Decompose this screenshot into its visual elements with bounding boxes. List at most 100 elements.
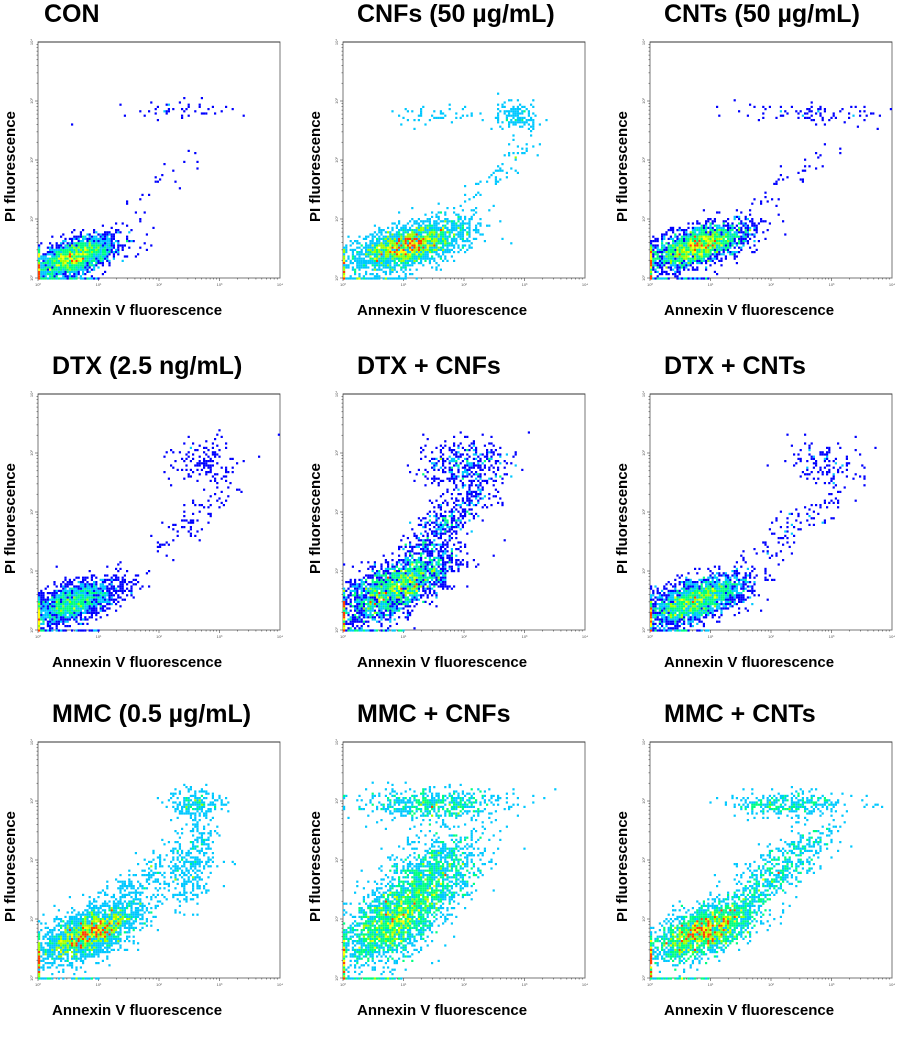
data-point xyxy=(343,258,345,260)
data-point xyxy=(424,583,426,585)
data-point xyxy=(692,244,694,246)
data-point xyxy=(444,227,446,229)
data-point xyxy=(97,253,99,255)
data-point xyxy=(396,610,398,612)
data-point xyxy=(429,229,431,231)
data-point xyxy=(40,596,42,598)
data-point xyxy=(380,601,382,603)
data-point xyxy=(199,104,201,106)
data-point xyxy=(690,242,692,244)
data-point xyxy=(100,588,102,590)
data-point xyxy=(413,128,415,130)
data-point xyxy=(49,618,51,620)
data-point xyxy=(740,229,742,231)
data-point xyxy=(435,269,437,271)
data-point xyxy=(460,233,462,235)
data-point xyxy=(654,271,656,273)
data-point xyxy=(723,244,725,246)
data-point xyxy=(86,594,88,596)
data-point xyxy=(833,112,835,114)
data-point xyxy=(168,110,170,112)
data-point xyxy=(508,112,510,114)
data-point xyxy=(405,592,407,594)
data-point xyxy=(108,592,110,594)
data-point xyxy=(47,269,49,271)
data-point xyxy=(402,583,404,585)
data-point xyxy=(128,581,130,583)
data-point xyxy=(398,581,400,583)
data-point xyxy=(210,495,212,497)
data-point xyxy=(40,242,42,244)
data-point xyxy=(376,233,378,235)
data-point xyxy=(449,568,451,570)
data-point xyxy=(504,539,506,541)
data-point xyxy=(93,249,95,251)
data-point xyxy=(512,110,514,112)
data-point xyxy=(69,253,71,255)
data-point xyxy=(508,126,510,128)
data-point xyxy=(139,110,141,112)
data-point xyxy=(813,119,815,121)
data-point xyxy=(679,253,681,255)
data-point xyxy=(56,594,58,596)
data-point xyxy=(102,233,104,235)
data-point xyxy=(67,612,69,614)
data-point xyxy=(354,588,356,590)
data-point xyxy=(440,255,442,257)
data-point xyxy=(356,625,358,627)
data-point xyxy=(405,590,407,592)
data-point xyxy=(60,277,62,279)
data-point xyxy=(435,464,437,466)
data-point xyxy=(201,504,203,506)
data-point xyxy=(78,601,80,603)
data-point xyxy=(218,506,220,508)
data-point xyxy=(80,275,82,277)
data-point xyxy=(383,555,385,557)
data-point xyxy=(411,255,413,257)
data-point xyxy=(67,271,69,273)
data-point xyxy=(850,106,852,108)
data-point xyxy=(466,240,468,242)
data-point xyxy=(870,112,872,114)
data-point xyxy=(352,566,354,568)
data-point xyxy=(468,233,470,235)
data-point xyxy=(190,460,192,462)
data-point xyxy=(457,563,459,565)
data-point xyxy=(416,592,418,594)
data-point xyxy=(203,112,205,114)
data-point xyxy=(413,253,415,255)
data-point xyxy=(422,249,424,251)
data-point xyxy=(354,596,356,598)
data-point xyxy=(670,247,672,249)
data-point xyxy=(650,266,652,268)
data-point xyxy=(705,247,707,249)
data-point xyxy=(731,244,733,246)
data-point xyxy=(380,607,382,609)
data-point xyxy=(49,251,51,253)
data-point xyxy=(383,255,385,257)
data-point xyxy=(451,588,453,590)
data-point xyxy=(449,249,451,251)
data-point xyxy=(659,266,661,268)
data-point xyxy=(367,590,369,592)
data-point xyxy=(652,264,654,266)
data-point xyxy=(407,616,409,618)
data-point xyxy=(210,480,212,482)
data-point xyxy=(389,266,391,268)
data-point xyxy=(727,222,729,224)
data-point xyxy=(75,262,77,264)
data-point xyxy=(460,227,462,229)
data-point xyxy=(857,126,859,128)
data-point xyxy=(80,594,82,596)
data-point xyxy=(424,255,426,257)
data-point xyxy=(422,570,424,572)
data-point xyxy=(135,211,137,213)
data-point xyxy=(431,568,433,570)
data-point xyxy=(435,572,437,574)
data-point xyxy=(45,277,47,279)
data-point xyxy=(703,227,705,229)
data-point xyxy=(411,229,413,231)
data-point xyxy=(113,599,115,601)
data-point xyxy=(416,233,418,235)
data-point xyxy=(365,579,367,581)
